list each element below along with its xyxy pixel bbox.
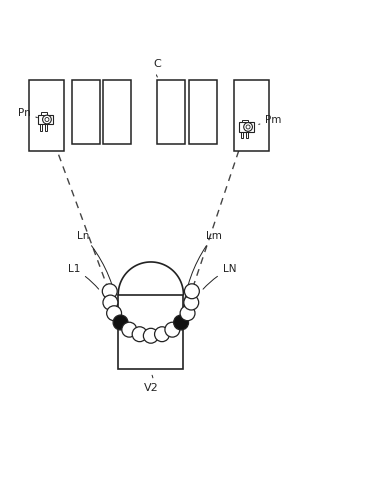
Text: Ln: Ln xyxy=(77,231,118,310)
Text: V2: V2 xyxy=(143,375,158,393)
Bar xyxy=(239,122,254,131)
Bar xyxy=(189,80,217,144)
Circle shape xyxy=(132,327,147,342)
Circle shape xyxy=(43,115,51,124)
Text: L1: L1 xyxy=(68,264,99,289)
Bar xyxy=(234,80,269,151)
Bar xyxy=(45,124,47,131)
Bar xyxy=(41,112,47,115)
Circle shape xyxy=(113,315,128,330)
Circle shape xyxy=(184,284,199,299)
Circle shape xyxy=(174,315,189,330)
Text: LN: LN xyxy=(203,264,236,289)
Text: Pm: Pm xyxy=(259,115,282,125)
Circle shape xyxy=(165,322,180,337)
Circle shape xyxy=(155,327,169,342)
Circle shape xyxy=(102,284,117,299)
Bar xyxy=(38,115,53,124)
Circle shape xyxy=(246,125,250,129)
Circle shape xyxy=(122,322,137,337)
Bar xyxy=(157,80,185,144)
Bar xyxy=(29,80,64,151)
Circle shape xyxy=(184,295,199,310)
Bar xyxy=(241,131,243,138)
Text: Lm: Lm xyxy=(183,231,222,310)
Bar xyxy=(118,295,183,369)
Circle shape xyxy=(180,306,195,321)
Circle shape xyxy=(45,118,49,122)
Text: C: C xyxy=(153,60,161,77)
Polygon shape xyxy=(118,262,183,295)
Bar xyxy=(103,80,131,144)
Circle shape xyxy=(143,328,158,343)
Circle shape xyxy=(107,306,122,321)
Circle shape xyxy=(103,295,118,310)
Bar xyxy=(40,124,42,131)
Circle shape xyxy=(244,123,253,131)
Bar xyxy=(246,131,248,138)
Text: Pn: Pn xyxy=(18,108,37,118)
Bar xyxy=(72,80,100,144)
Bar xyxy=(242,120,248,122)
